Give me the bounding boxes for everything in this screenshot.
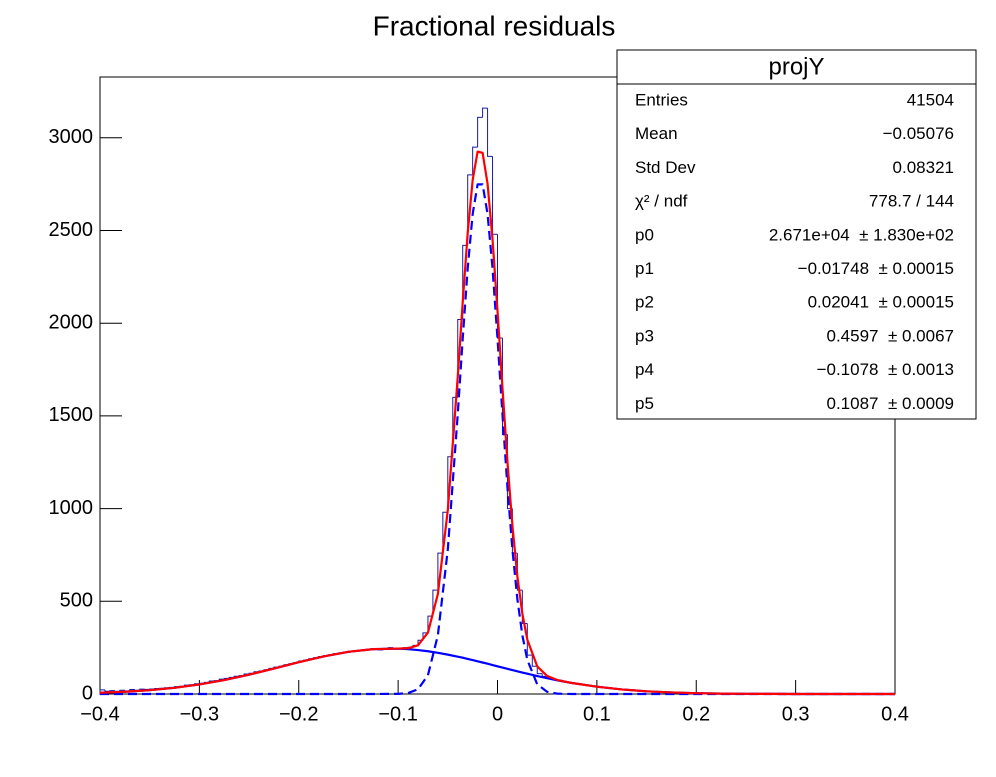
- stats-value: −0.05076: [883, 124, 954, 143]
- stats-value: 0.02041 ± 0.00015: [808, 293, 954, 312]
- stats-label: p3: [635, 326, 654, 345]
- stats-label: χ² / ndf: [635, 192, 688, 211]
- y-tick-label: 500: [60, 590, 93, 612]
- y-tick-label: 0: [82, 682, 93, 704]
- stats-label: Mean: [635, 124, 678, 143]
- stats-value: 0.08321: [893, 158, 954, 177]
- x-tick-label: 0.4: [881, 703, 909, 725]
- chart-title: Fractional residuals: [373, 10, 616, 41]
- y-tick-label: 2000: [49, 311, 94, 333]
- stats-value: 778.7 / 144: [869, 192, 954, 211]
- x-tick-label: −0.2: [279, 703, 318, 725]
- stats-value: −0.1078 ± 0.0013: [817, 360, 954, 379]
- stats-value: 0.4597 ± 0.0067: [827, 326, 955, 345]
- y-tick-label: 2500: [49, 219, 94, 241]
- stats-label: p0: [635, 225, 654, 244]
- stats-value: −0.01748 ± 0.00015: [798, 259, 954, 278]
- stats-label: p1: [635, 259, 654, 278]
- stats-label: p5: [635, 394, 654, 413]
- stats-box: projY Entries 41504 Mean −0.05076 Std Dev 0.08…: [617, 50, 976, 419]
- stats-title: projY: [768, 53, 824, 80]
- x-tick-label: −0.4: [80, 703, 119, 725]
- x-tick-label: −0.3: [180, 703, 219, 725]
- stats-label: Entries: [635, 90, 688, 109]
- x-tick-label: 0.3: [782, 703, 810, 725]
- x-tick-label: 0.1: [583, 703, 611, 725]
- stats-value: 41504: [907, 90, 954, 109]
- stats-value: 0.1087 ± 0.0009: [827, 394, 955, 413]
- x-tick-label: 0.2: [682, 703, 710, 725]
- stats-label: p4: [635, 360, 654, 379]
- stats-label: p2: [635, 293, 654, 312]
- y-tick-label: 3000: [49, 126, 94, 148]
- stats-label: Std Dev: [635, 158, 696, 177]
- y-tick-label: 1500: [49, 404, 94, 426]
- stats-value: 2.671e+04 ± 1.830e+02: [769, 225, 954, 244]
- y-tick-label: 1000: [49, 497, 94, 519]
- x-tick-label: 0: [492, 703, 503, 725]
- x-tick-label: −0.1: [378, 703, 417, 725]
